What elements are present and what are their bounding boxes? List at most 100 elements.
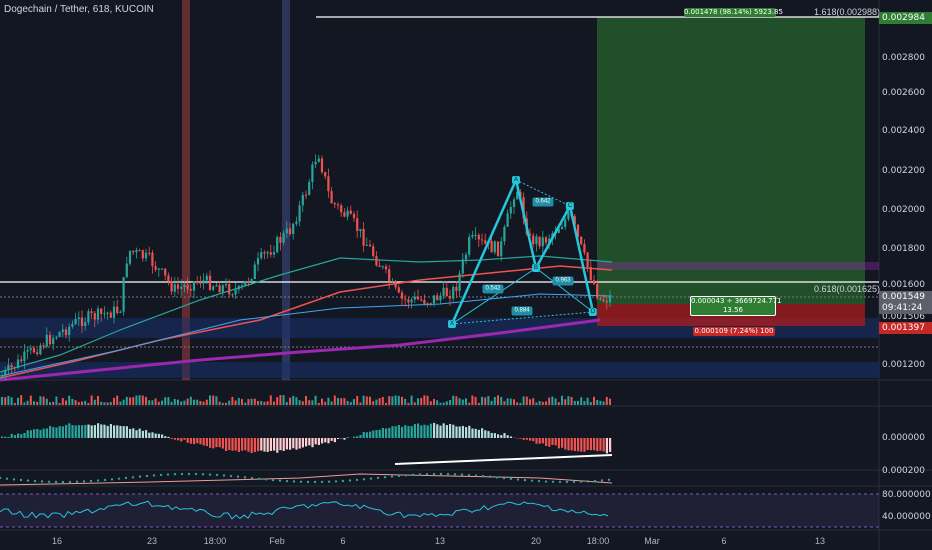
macd-bar bbox=[535, 438, 538, 444]
macd-bar bbox=[244, 438, 247, 451]
macd-bar bbox=[97, 423, 100, 438]
candle-body bbox=[279, 237, 282, 243]
candle-body bbox=[55, 336, 58, 339]
candle-body bbox=[484, 240, 487, 244]
macd-bar bbox=[119, 425, 122, 438]
indicator-dot bbox=[26, 479, 30, 482]
indicator-dot bbox=[341, 479, 345, 483]
macd-bar bbox=[157, 433, 160, 438]
macd-bar bbox=[401, 426, 404, 438]
volume-bar bbox=[497, 395, 499, 405]
macd-bar bbox=[365, 432, 368, 438]
macd-bar bbox=[317, 438, 320, 445]
candle-body bbox=[346, 210, 349, 217]
macd-bar bbox=[359, 434, 362, 438]
candle-body bbox=[116, 306, 119, 313]
candle-body bbox=[250, 279, 253, 282]
candle-body bbox=[474, 234, 477, 236]
macd-bar bbox=[49, 425, 52, 438]
indicator-dot bbox=[306, 480, 310, 484]
volume-bar bbox=[554, 398, 557, 405]
volume-bar bbox=[77, 402, 80, 405]
indicator-dot bbox=[404, 474, 408, 477]
candle-body bbox=[493, 241, 496, 253]
time-tick-13b: 13 bbox=[814, 536, 826, 546]
candle-body bbox=[237, 285, 240, 290]
candle-body bbox=[589, 267, 592, 281]
macd-bar bbox=[346, 437, 349, 438]
macd-bar bbox=[551, 438, 554, 445]
candle-body bbox=[359, 228, 362, 231]
macd-bar bbox=[583, 438, 586, 452]
macd-bar bbox=[81, 425, 84, 438]
macd-bar bbox=[324, 438, 327, 443]
candle-body bbox=[74, 319, 77, 325]
session-band-blue bbox=[282, 0, 290, 380]
indicator-dot bbox=[215, 473, 219, 477]
macd-bar bbox=[177, 438, 180, 441]
macd-bar bbox=[20, 434, 23, 438]
macd-bar bbox=[109, 424, 112, 438]
candle-body bbox=[186, 285, 189, 289]
macd-bar bbox=[285, 438, 288, 450]
candle-body bbox=[455, 286, 458, 292]
volume-bar bbox=[285, 402, 288, 405]
indicator-dot bbox=[558, 480, 562, 484]
volume-bar bbox=[570, 396, 573, 405]
candle-body bbox=[282, 233, 285, 243]
indicator-dot bbox=[453, 473, 457, 476]
candle-body bbox=[378, 265, 381, 267]
indicator-dot bbox=[0, 476, 2, 480]
volume-bar bbox=[314, 395, 317, 405]
candle-body bbox=[368, 244, 372, 247]
candle-body bbox=[240, 285, 244, 287]
rsi-tick-40: 40.000000 bbox=[882, 512, 931, 522]
indicator-dot bbox=[432, 472, 436, 476]
candle-body bbox=[68, 326, 71, 336]
volume-bar bbox=[445, 401, 448, 405]
candle-body bbox=[125, 263, 128, 278]
pattern-ratio-xd: 0.884 bbox=[511, 306, 533, 316]
volume-bar bbox=[10, 397, 13, 405]
volume-bar bbox=[97, 396, 99, 405]
volume-bar bbox=[305, 396, 307, 405]
candle-body bbox=[36, 352, 39, 355]
volume-bar bbox=[177, 399, 179, 405]
candle-body bbox=[253, 264, 256, 280]
candle-body bbox=[311, 164, 314, 183]
candle-body bbox=[77, 317, 80, 320]
macd-bar bbox=[13, 435, 16, 438]
macd-bar bbox=[100, 424, 103, 438]
indicator-dot bbox=[369, 477, 373, 480]
volume-bar bbox=[193, 399, 195, 405]
volume-bar bbox=[125, 396, 128, 405]
volume-bar bbox=[513, 399, 515, 405]
candle-body bbox=[586, 252, 589, 268]
macd-bar bbox=[253, 438, 256, 453]
candle-body bbox=[247, 281, 250, 283]
candle-body bbox=[285, 228, 288, 234]
volume-bar bbox=[423, 395, 426, 405]
candle-body bbox=[599, 298, 602, 300]
candle-body bbox=[13, 367, 16, 369]
candle-body bbox=[461, 259, 464, 274]
macd-bar bbox=[589, 438, 592, 451]
indicator-dot bbox=[96, 479, 100, 482]
volume-bar bbox=[426, 395, 429, 405]
volume-bar bbox=[180, 401, 183, 405]
volume-bar bbox=[61, 398, 64, 405]
macd-bar bbox=[506, 435, 509, 438]
candle-body bbox=[381, 266, 384, 268]
macd-bar bbox=[353, 436, 356, 438]
macd-bar bbox=[417, 423, 420, 438]
volume-bar bbox=[234, 400, 237, 405]
volume-bar bbox=[20, 395, 23, 405]
macd-bar bbox=[573, 438, 576, 452]
candle-body bbox=[416, 296, 420, 300]
volume-bar bbox=[250, 398, 253, 405]
target-zone bbox=[597, 17, 865, 304]
divergence-line bbox=[394, 454, 613, 465]
indicator-dot bbox=[152, 474, 156, 477]
indicator-dot bbox=[33, 479, 37, 483]
